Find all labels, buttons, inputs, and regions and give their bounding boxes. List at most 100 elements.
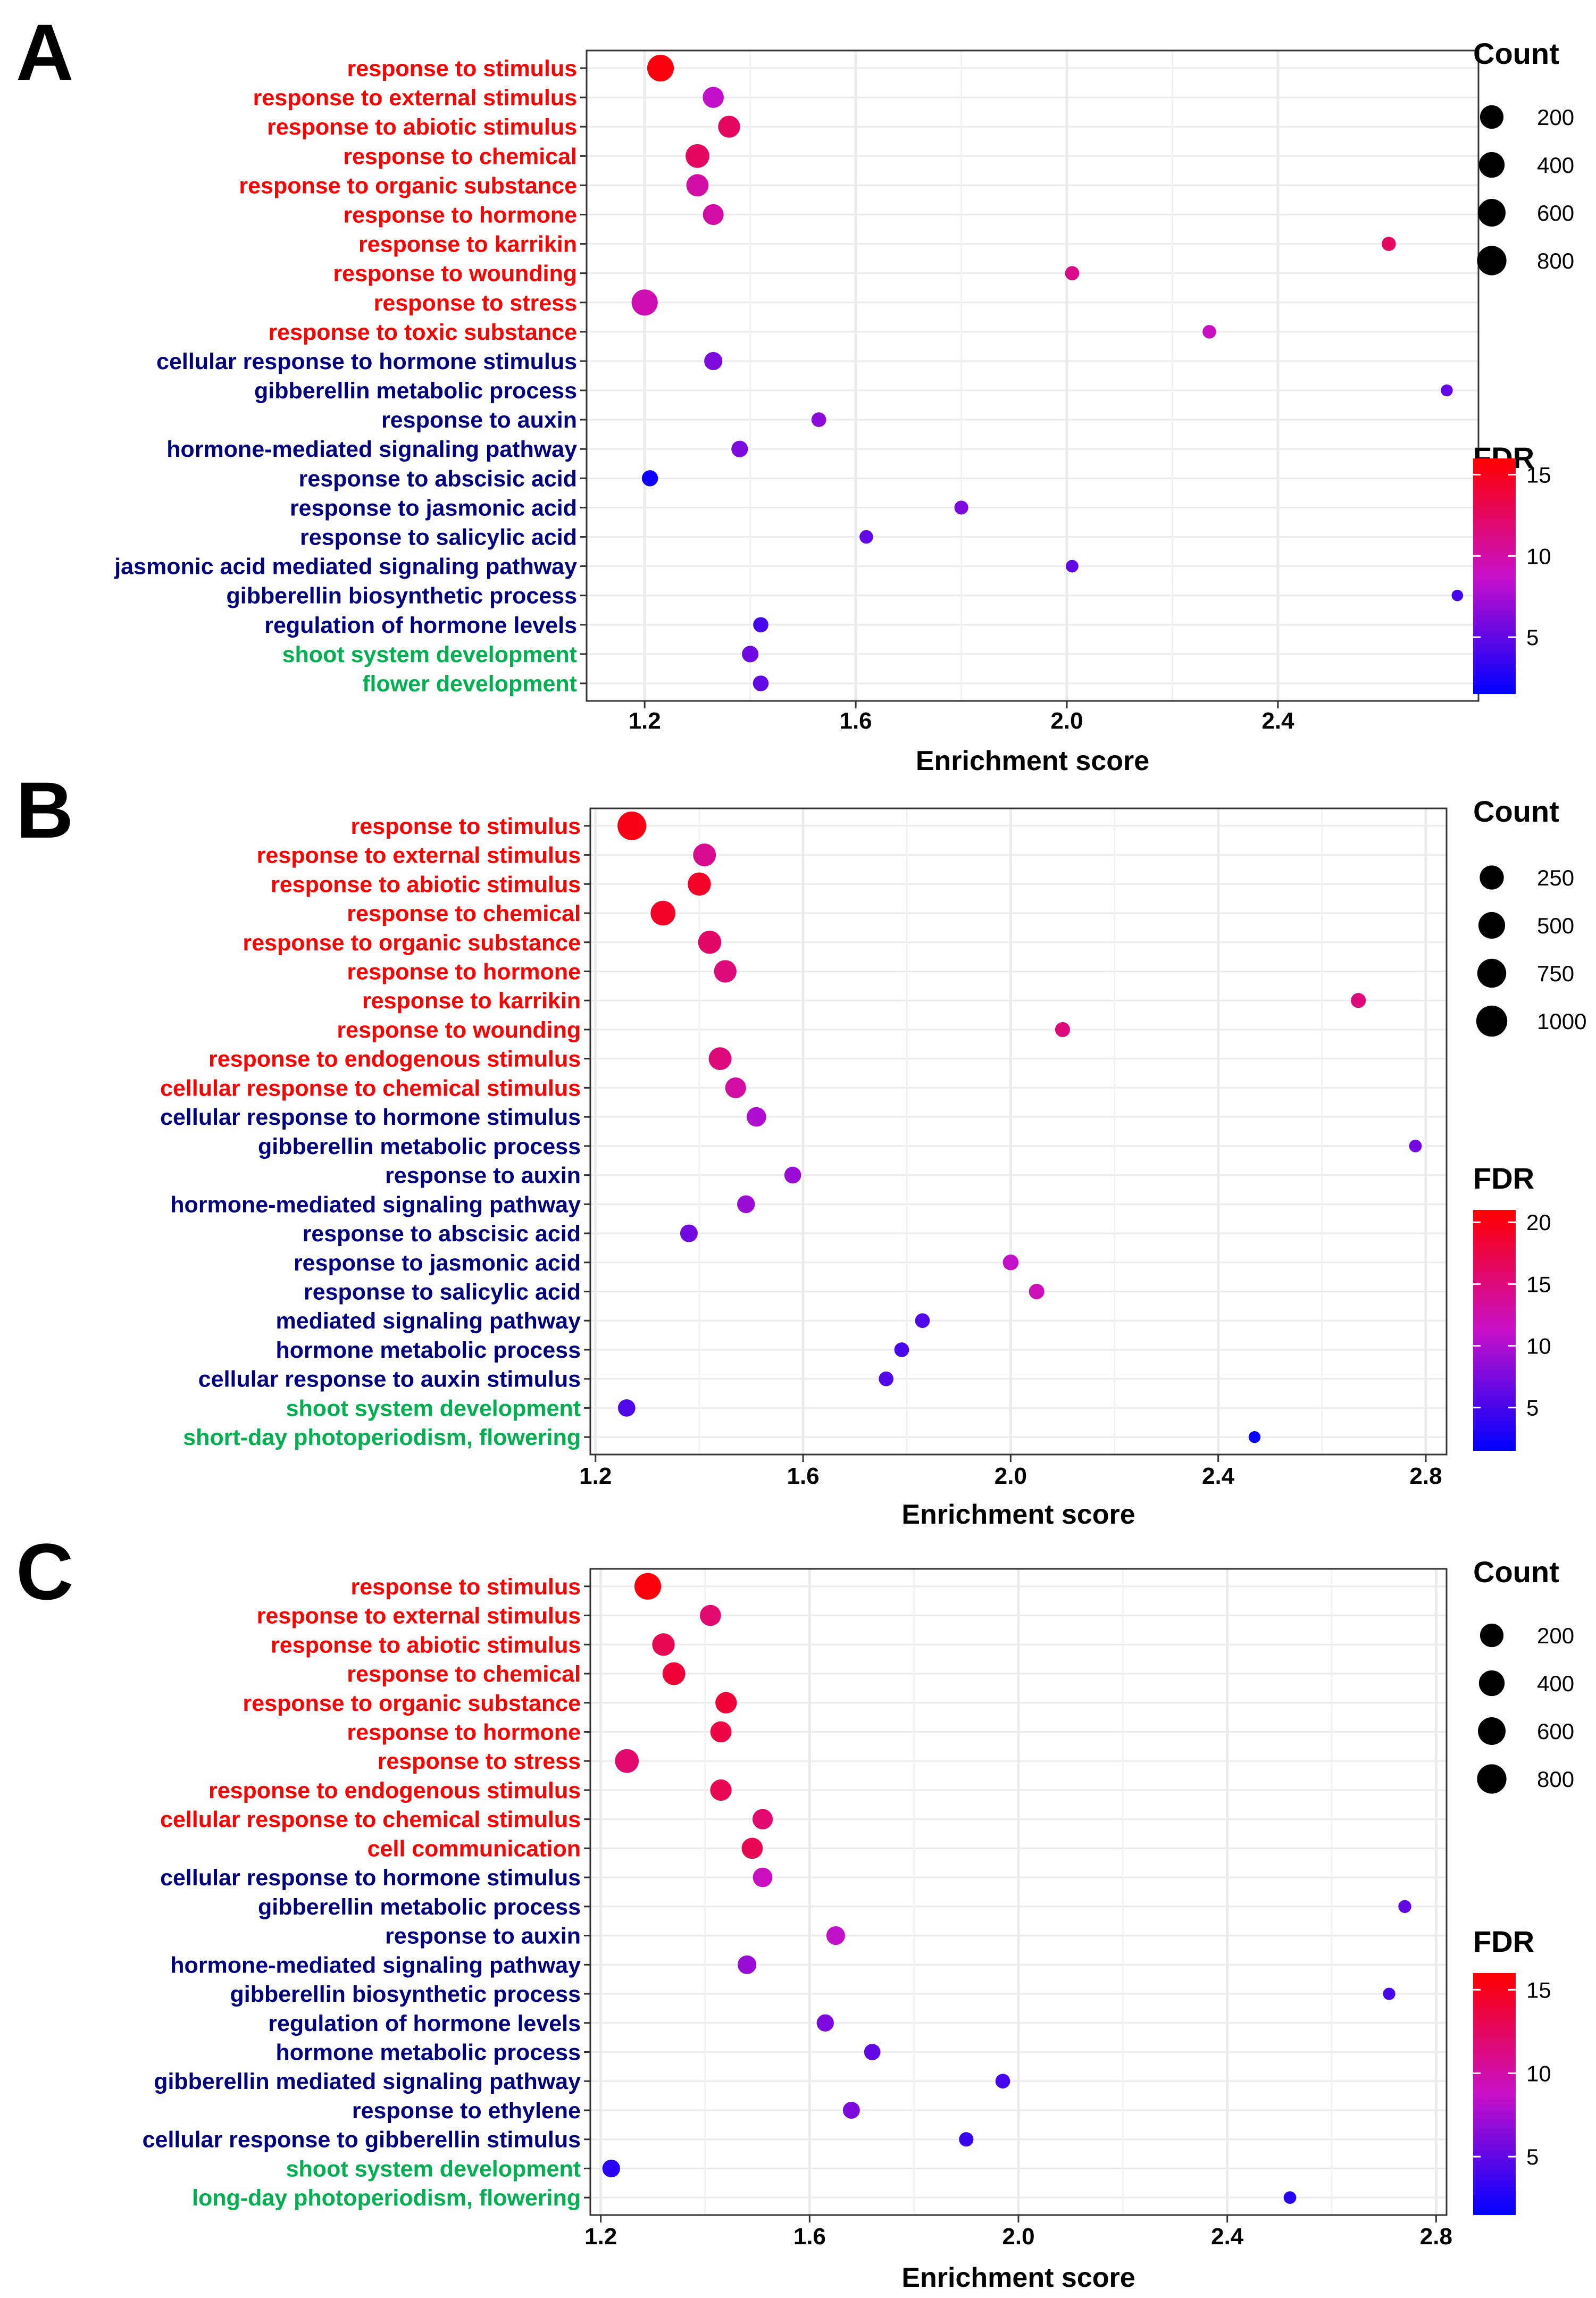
data-point <box>1451 589 1464 601</box>
fdr-legend-label: 15 <box>1526 463 1551 488</box>
data-point <box>1383 1987 1396 2000</box>
count-legend-key <box>1478 199 1506 227</box>
panel-letter: C <box>16 1527 73 1616</box>
data-point <box>704 352 723 371</box>
fdr-legend-label: 10 <box>1526 544 1551 569</box>
term-label: response to abiotic stimulus <box>271 872 581 897</box>
data-point <box>688 872 711 896</box>
data-point <box>842 2101 860 2119</box>
fdr-legend-label: 5 <box>1526 1395 1539 1420</box>
count-legend-label: 800 <box>1537 1767 1574 1792</box>
term-label: response to stimulus <box>351 1574 581 1600</box>
term-label: hormone-mediated signaling pathway <box>170 1952 581 1978</box>
data-point <box>693 843 716 866</box>
count-legend-key <box>1478 1670 1505 1697</box>
data-point <box>816 2014 834 2032</box>
x-tick-label: 1.2 <box>629 708 661 734</box>
data-point <box>703 204 724 225</box>
term-label: response to wounding <box>333 261 577 287</box>
term-label: response to jasmonic acid <box>290 495 577 521</box>
term-label: response to external stimulus <box>253 85 577 111</box>
data-point <box>699 1605 721 1626</box>
data-point <box>784 1166 801 1184</box>
count-legend-title: Count <box>1473 795 1559 828</box>
count-legend-key <box>1478 1717 1506 1745</box>
term-label: response to abscisic acid <box>299 466 577 491</box>
data-point <box>1398 1900 1411 1913</box>
term-label: response to organic substance <box>239 173 577 198</box>
x-tick-label: 2.8 <box>1409 1463 1442 1489</box>
data-point <box>631 289 658 316</box>
data-point <box>915 1313 930 1328</box>
count-legend-label: 1000 <box>1537 1009 1586 1034</box>
count-legend-label: 400 <box>1537 153 1574 178</box>
data-point <box>698 930 722 954</box>
data-point <box>652 1633 675 1656</box>
term-label: response to organic substance <box>243 930 581 956</box>
data-point <box>737 1955 757 1974</box>
data-point <box>864 2044 881 2060</box>
term-label: response to abiotic stimulus <box>267 114 577 140</box>
count-legend-key <box>1480 865 1504 890</box>
x-tick-label: 2.4 <box>1211 2224 1244 2250</box>
count-legend-key <box>1480 1623 1504 1648</box>
term-label: cellular response to chemical stimulus <box>160 1807 581 1833</box>
data-point <box>1202 325 1216 339</box>
count-legend-label: 400 <box>1537 1671 1574 1696</box>
term-label: response to hormone <box>347 1719 581 1745</box>
fdr-legend-label: 20 <box>1526 1210 1551 1235</box>
data-point <box>718 115 740 138</box>
term-label: cellular response to hormone stimulus <box>160 1105 581 1130</box>
data-point <box>714 960 737 983</box>
term-label: shoot system development <box>282 642 577 667</box>
term-label: response to karrikin <box>362 988 581 1014</box>
count-legend-key <box>1478 152 1505 178</box>
data-point <box>662 1662 686 1685</box>
count-legend-label: 750 <box>1537 961 1574 986</box>
count-legend-key <box>1477 246 1507 275</box>
term-label: response to stress <box>374 290 577 316</box>
data-point <box>1381 237 1396 251</box>
term-label: gibberellin mediated signaling pathway <box>154 2069 581 2094</box>
count-legend-label: 200 <box>1537 1623 1574 1648</box>
fdr-colorbar <box>1473 1210 1516 1451</box>
term-label: response to chemical <box>347 1661 581 1687</box>
x-tick-label: 2.0 <box>1002 2224 1034 2250</box>
panel-letter: B <box>16 765 73 855</box>
term-label: response to salicylic acid <box>300 524 577 550</box>
term-label: response to auxin <box>385 1163 581 1189</box>
term-label: response to auxin <box>385 1924 581 1949</box>
plot-area <box>590 808 1447 1455</box>
term-label: gibberellin metabolic process <box>258 1134 581 1159</box>
term-label: response to chemical <box>343 144 577 169</box>
data-point <box>641 470 658 487</box>
x-axis-title: Enrichment score <box>901 2262 1135 2293</box>
fdr-legend-label: 15 <box>1526 1977 1551 2002</box>
x-tick-label: 1.6 <box>793 2224 826 2250</box>
data-point <box>686 144 709 168</box>
data-point <box>1055 1022 1071 1038</box>
x-tick-label: 2.4 <box>1202 1463 1235 1489</box>
x-tick-label: 2.0 <box>995 1463 1027 1489</box>
term-label: response to endogenous stimulus <box>208 1778 581 1803</box>
fdr-legend-label: 15 <box>1526 1272 1551 1297</box>
plot-border <box>586 49 1480 702</box>
fdr-legend-title: FDR <box>1473 1925 1534 1958</box>
term-label: gibberellin metabolic process <box>254 378 577 404</box>
data-point <box>879 1371 894 1386</box>
term-label: cellular response to chemical stimulus <box>160 1075 581 1101</box>
term-label: response to stimulus <box>347 56 577 81</box>
count-legend-label: 600 <box>1537 200 1574 225</box>
data-point <box>995 2074 1010 2089</box>
data-point <box>826 1926 845 1945</box>
term-label: response to jasmonic acid <box>294 1250 581 1276</box>
count-legend-label: 500 <box>1537 913 1574 938</box>
term-label: hormone-mediated signaling pathway <box>166 437 577 462</box>
data-point <box>647 54 674 82</box>
term-label: long-day photoperiodism, flowering <box>192 2185 581 2211</box>
x-tick-label: 1.6 <box>787 1463 819 1489</box>
x-axis-title: Enrichment score <box>901 1499 1135 1530</box>
term-label: response to abscisic acid <box>303 1221 581 1247</box>
